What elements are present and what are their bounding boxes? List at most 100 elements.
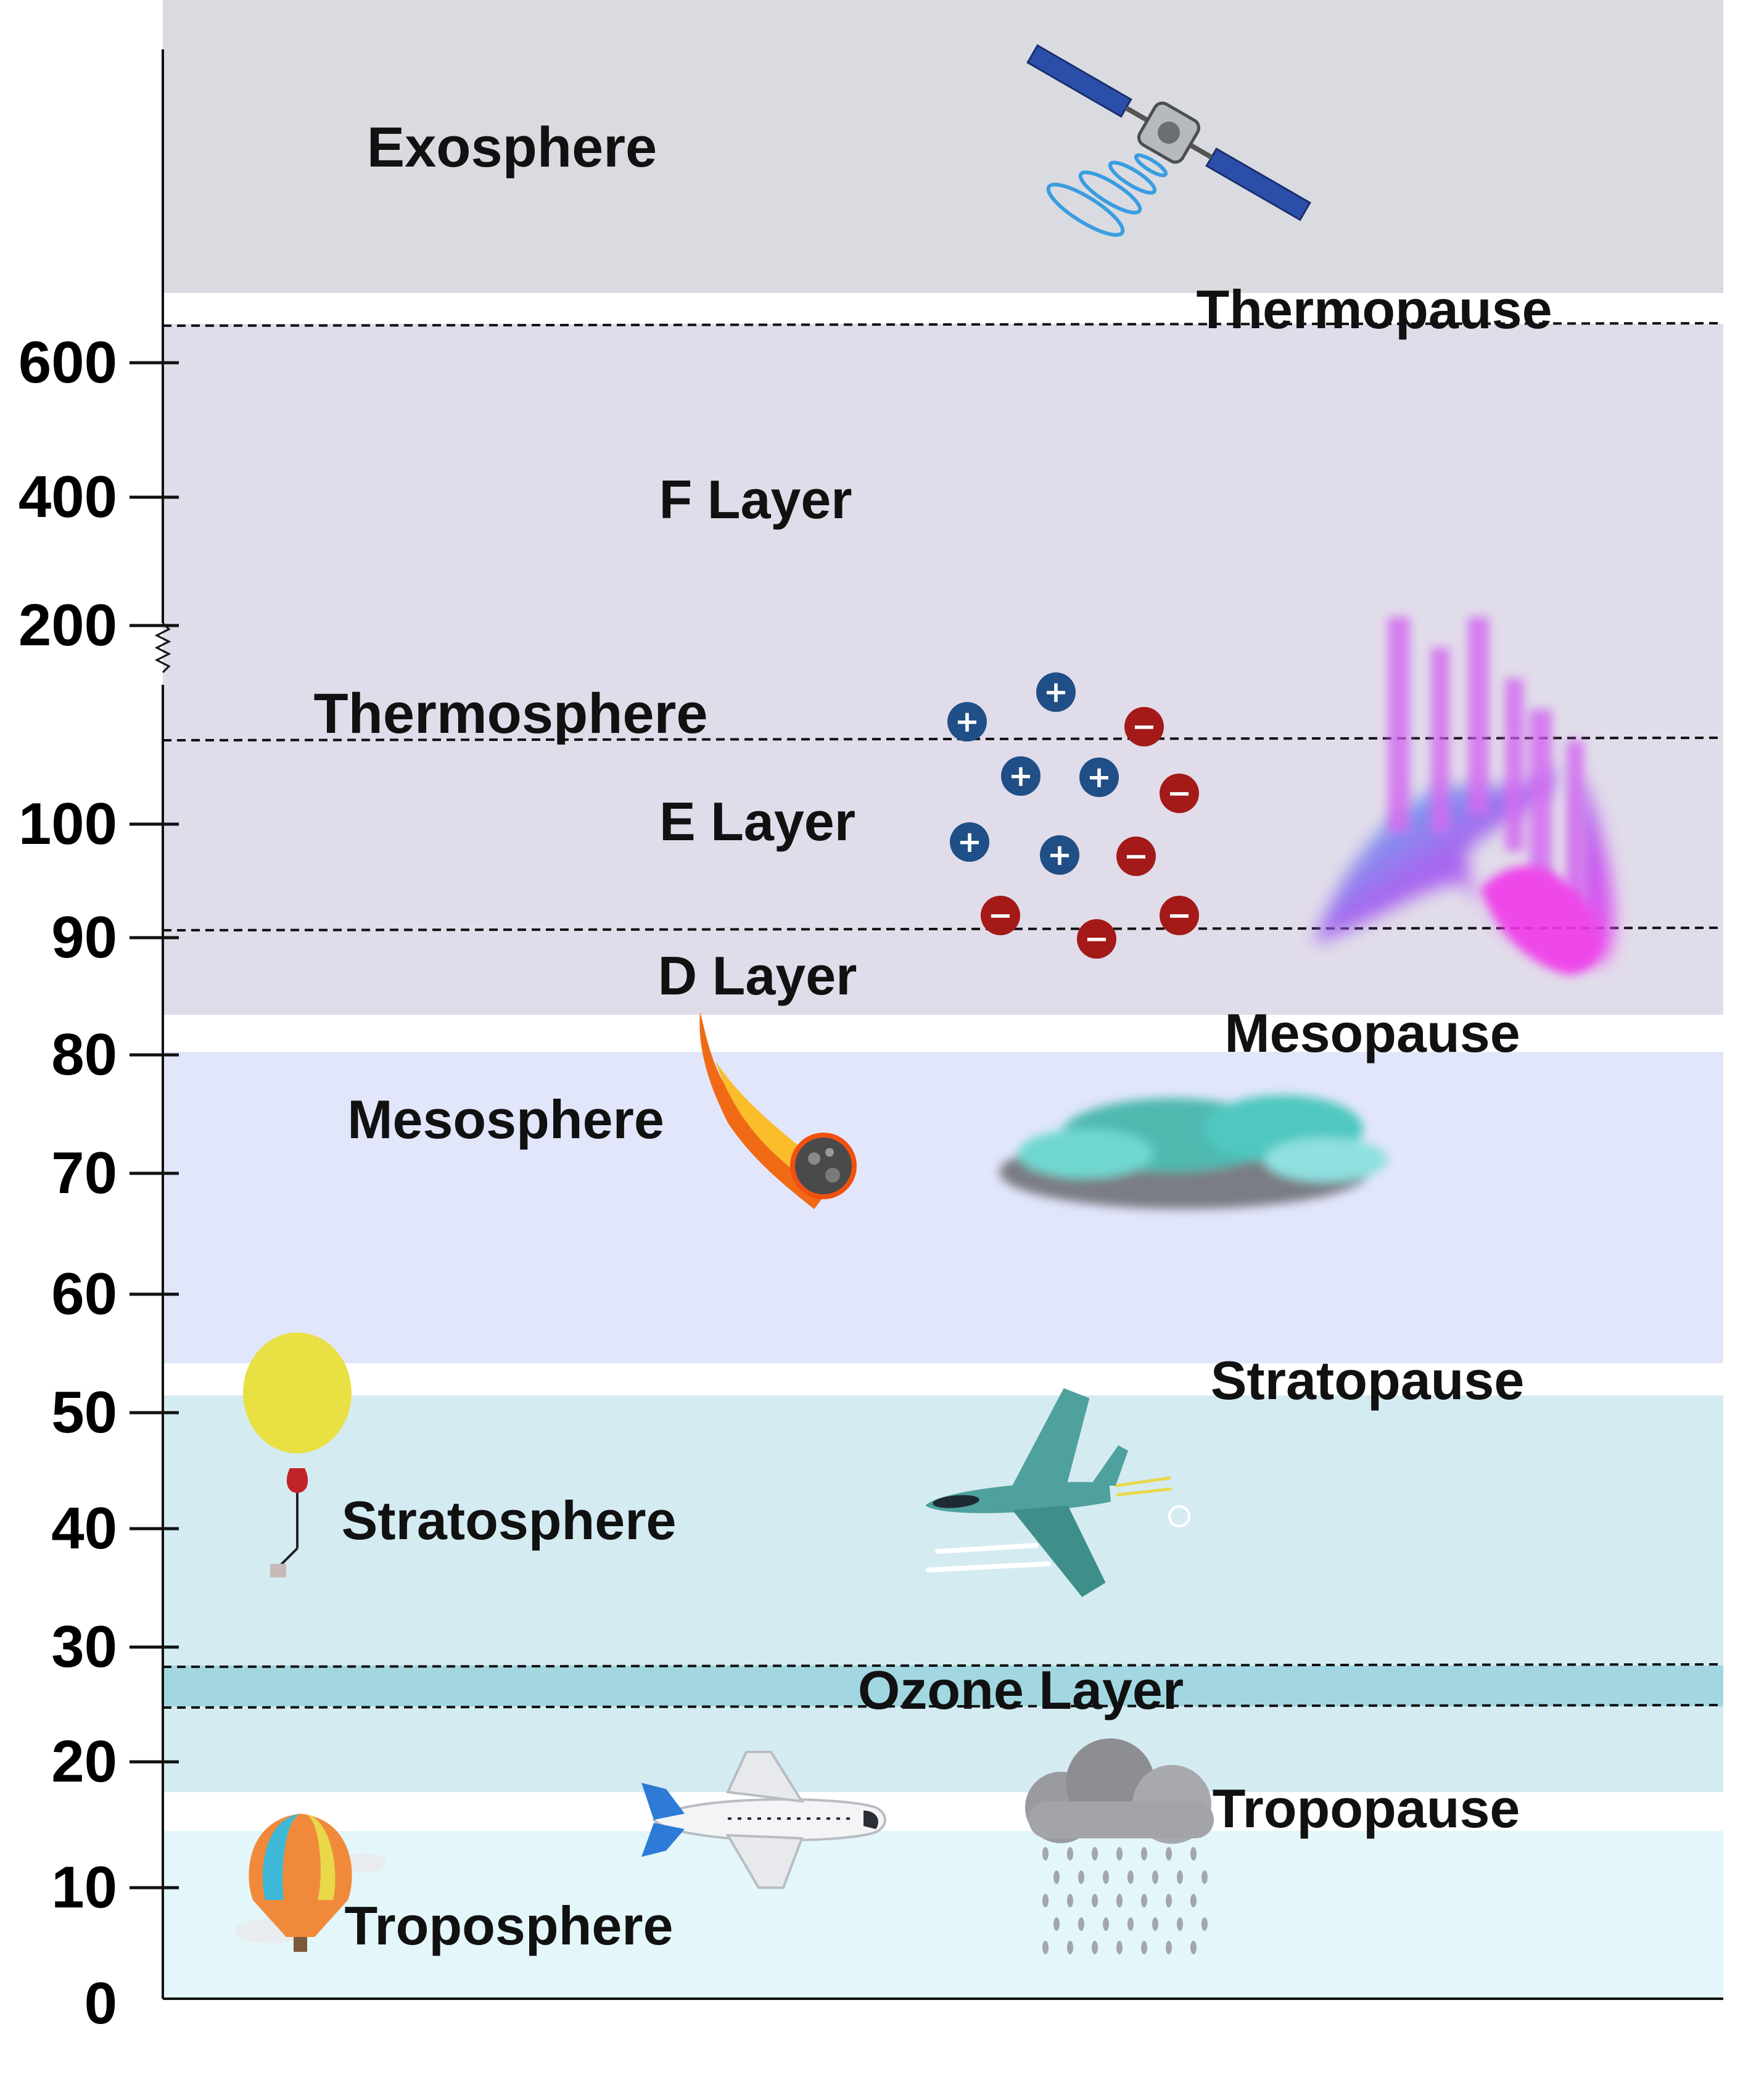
raindrop — [1141, 1847, 1147, 1861]
stratopause-label: Stratopause — [1211, 1350, 1525, 1411]
raindrop — [1166, 1894, 1172, 1907]
rain-cloud-icon — [1025, 1738, 1214, 1954]
negative-ion: − — [1160, 774, 1199, 813]
d-layer-top-line — [162, 927, 1724, 932]
svg-text:−: − — [1084, 922, 1109, 956]
raindrop — [1152, 1917, 1158, 1931]
raindrop — [1190, 1941, 1197, 1954]
tick-label: 600 — [19, 329, 117, 395]
raindrop — [1067, 1941, 1073, 1954]
tick-label: 80 — [51, 1022, 117, 1088]
raindrop — [1201, 1870, 1208, 1884]
raindrop — [1092, 1847, 1098, 1861]
positive-ion: + — [1079, 758, 1119, 797]
tropopause-label: Tropopause — [1213, 1778, 1520, 1839]
svg-text:+: + — [1087, 760, 1111, 795]
raindrop — [1103, 1917, 1109, 1931]
svg-text:+: + — [1044, 675, 1068, 709]
ozone-layer-label: Ozone Layer — [858, 1659, 1184, 1721]
troposphere-label: Troposphere — [345, 1895, 674, 1956]
tick-label: 100 — [19, 791, 117, 857]
negative-ion: − — [1116, 837, 1156, 876]
tick-label: 30 — [51, 1614, 117, 1680]
svg-text:−: − — [1167, 776, 1192, 811]
ozone-layer-band — [163, 1666, 1723, 1706]
raindrops — [1042, 1847, 1208, 1954]
svg-text:−: − — [1124, 839, 1148, 874]
tick-label: 40 — [51, 1495, 117, 1561]
svg-text:−: − — [988, 898, 1013, 933]
thermopause-label: Thermopause — [1196, 279, 1552, 340]
negative-ion: − — [1124, 707, 1164, 746]
tick-label: 400 — [19, 464, 117, 530]
raindrop — [1201, 1917, 1208, 1931]
troposphere-band — [163, 1831, 1723, 2001]
raindrop — [1078, 1917, 1084, 1931]
tick-label: 0 — [84, 1970, 117, 2036]
svg-text:−: − — [1132, 709, 1156, 744]
tick-label: 10 — [51, 1854, 117, 1920]
raindrop — [1067, 1894, 1073, 1907]
exosphere-band — [163, 0, 1723, 293]
tick-label: 70 — [51, 1140, 117, 1206]
ozone-top-line — [162, 1663, 1724, 1668]
raindrop — [1127, 1870, 1134, 1884]
raindrop — [1042, 1894, 1049, 1907]
mesosphere-label: Mesosphere — [347, 1089, 664, 1150]
raindrop — [1067, 1847, 1073, 1861]
boundary-lines — [162, 322, 1724, 1709]
negative-ion: − — [1160, 896, 1199, 935]
svg-text:+: + — [1008, 759, 1033, 793]
raindrop — [1141, 1894, 1147, 1907]
raindrop — [1166, 1941, 1172, 1954]
raindrop — [1190, 1847, 1197, 1861]
svg-text:+: + — [957, 825, 982, 859]
positive-ion: + — [950, 822, 989, 862]
meteor-icon — [699, 1012, 857, 1209]
mesopause-label: Mesopause — [1224, 1002, 1520, 1064]
ions-icon: ++−+ + −+ + −− −− — [947, 672, 1199, 959]
altitude-axis — [154, 49, 1723, 2000]
d-layer-label: D Layer — [658, 945, 857, 1006]
noctilucent-cloud-icon — [999, 1095, 1388, 1209]
axis-break — [154, 622, 171, 674]
svg-text:+: + — [1047, 838, 1072, 872]
stratosphere-label: Stratosphere — [342, 1490, 677, 1551]
raindrop — [1053, 1917, 1060, 1931]
raindrop — [1103, 1870, 1109, 1884]
tick-label: 90 — [51, 904, 117, 970]
raindrop — [1042, 1941, 1049, 1954]
raindrop — [1116, 1847, 1123, 1861]
raindrop — [1166, 1847, 1172, 1861]
weather-balloon-icon — [243, 1332, 352, 1577]
exosphere-label: Exosphere — [367, 116, 657, 179]
svg-text:−: − — [1167, 898, 1192, 933]
satellite-signal — [1046, 153, 1168, 237]
tick-label: 200 — [19, 592, 117, 658]
raindrop — [1141, 1941, 1147, 1954]
raindrop — [1116, 1894, 1123, 1907]
tick-label: 60 — [51, 1261, 117, 1327]
negative-ion: − — [981, 896, 1020, 935]
jet-exhaust-puff — [1168, 1505, 1190, 1527]
raindrop — [1078, 1870, 1084, 1884]
f-layer-label: F Layer — [659, 469, 852, 530]
raindrop — [1177, 1870, 1183, 1884]
hot-air-balloon-icon — [234, 1814, 386, 1952]
thermosphere-band — [163, 324, 1723, 1015]
thermopause-line — [162, 322, 1724, 327]
raindrop — [1053, 1870, 1060, 1884]
e-layer-top-line — [162, 737, 1724, 742]
thermosphere-label: Thermosphere — [313, 682, 707, 745]
positive-ion: + — [1040, 835, 1079, 875]
raindrop — [1092, 1894, 1098, 1907]
raindrop — [1127, 1917, 1134, 1931]
raindrop — [1190, 1894, 1197, 1907]
stratosphere-band — [163, 1395, 1723, 1792]
mesosphere-band — [163, 1052, 1723, 1363]
negative-ion: − — [1077, 919, 1116, 959]
ozone-bottom-line — [162, 1704, 1724, 1709]
positive-ion: + — [1001, 756, 1041, 796]
